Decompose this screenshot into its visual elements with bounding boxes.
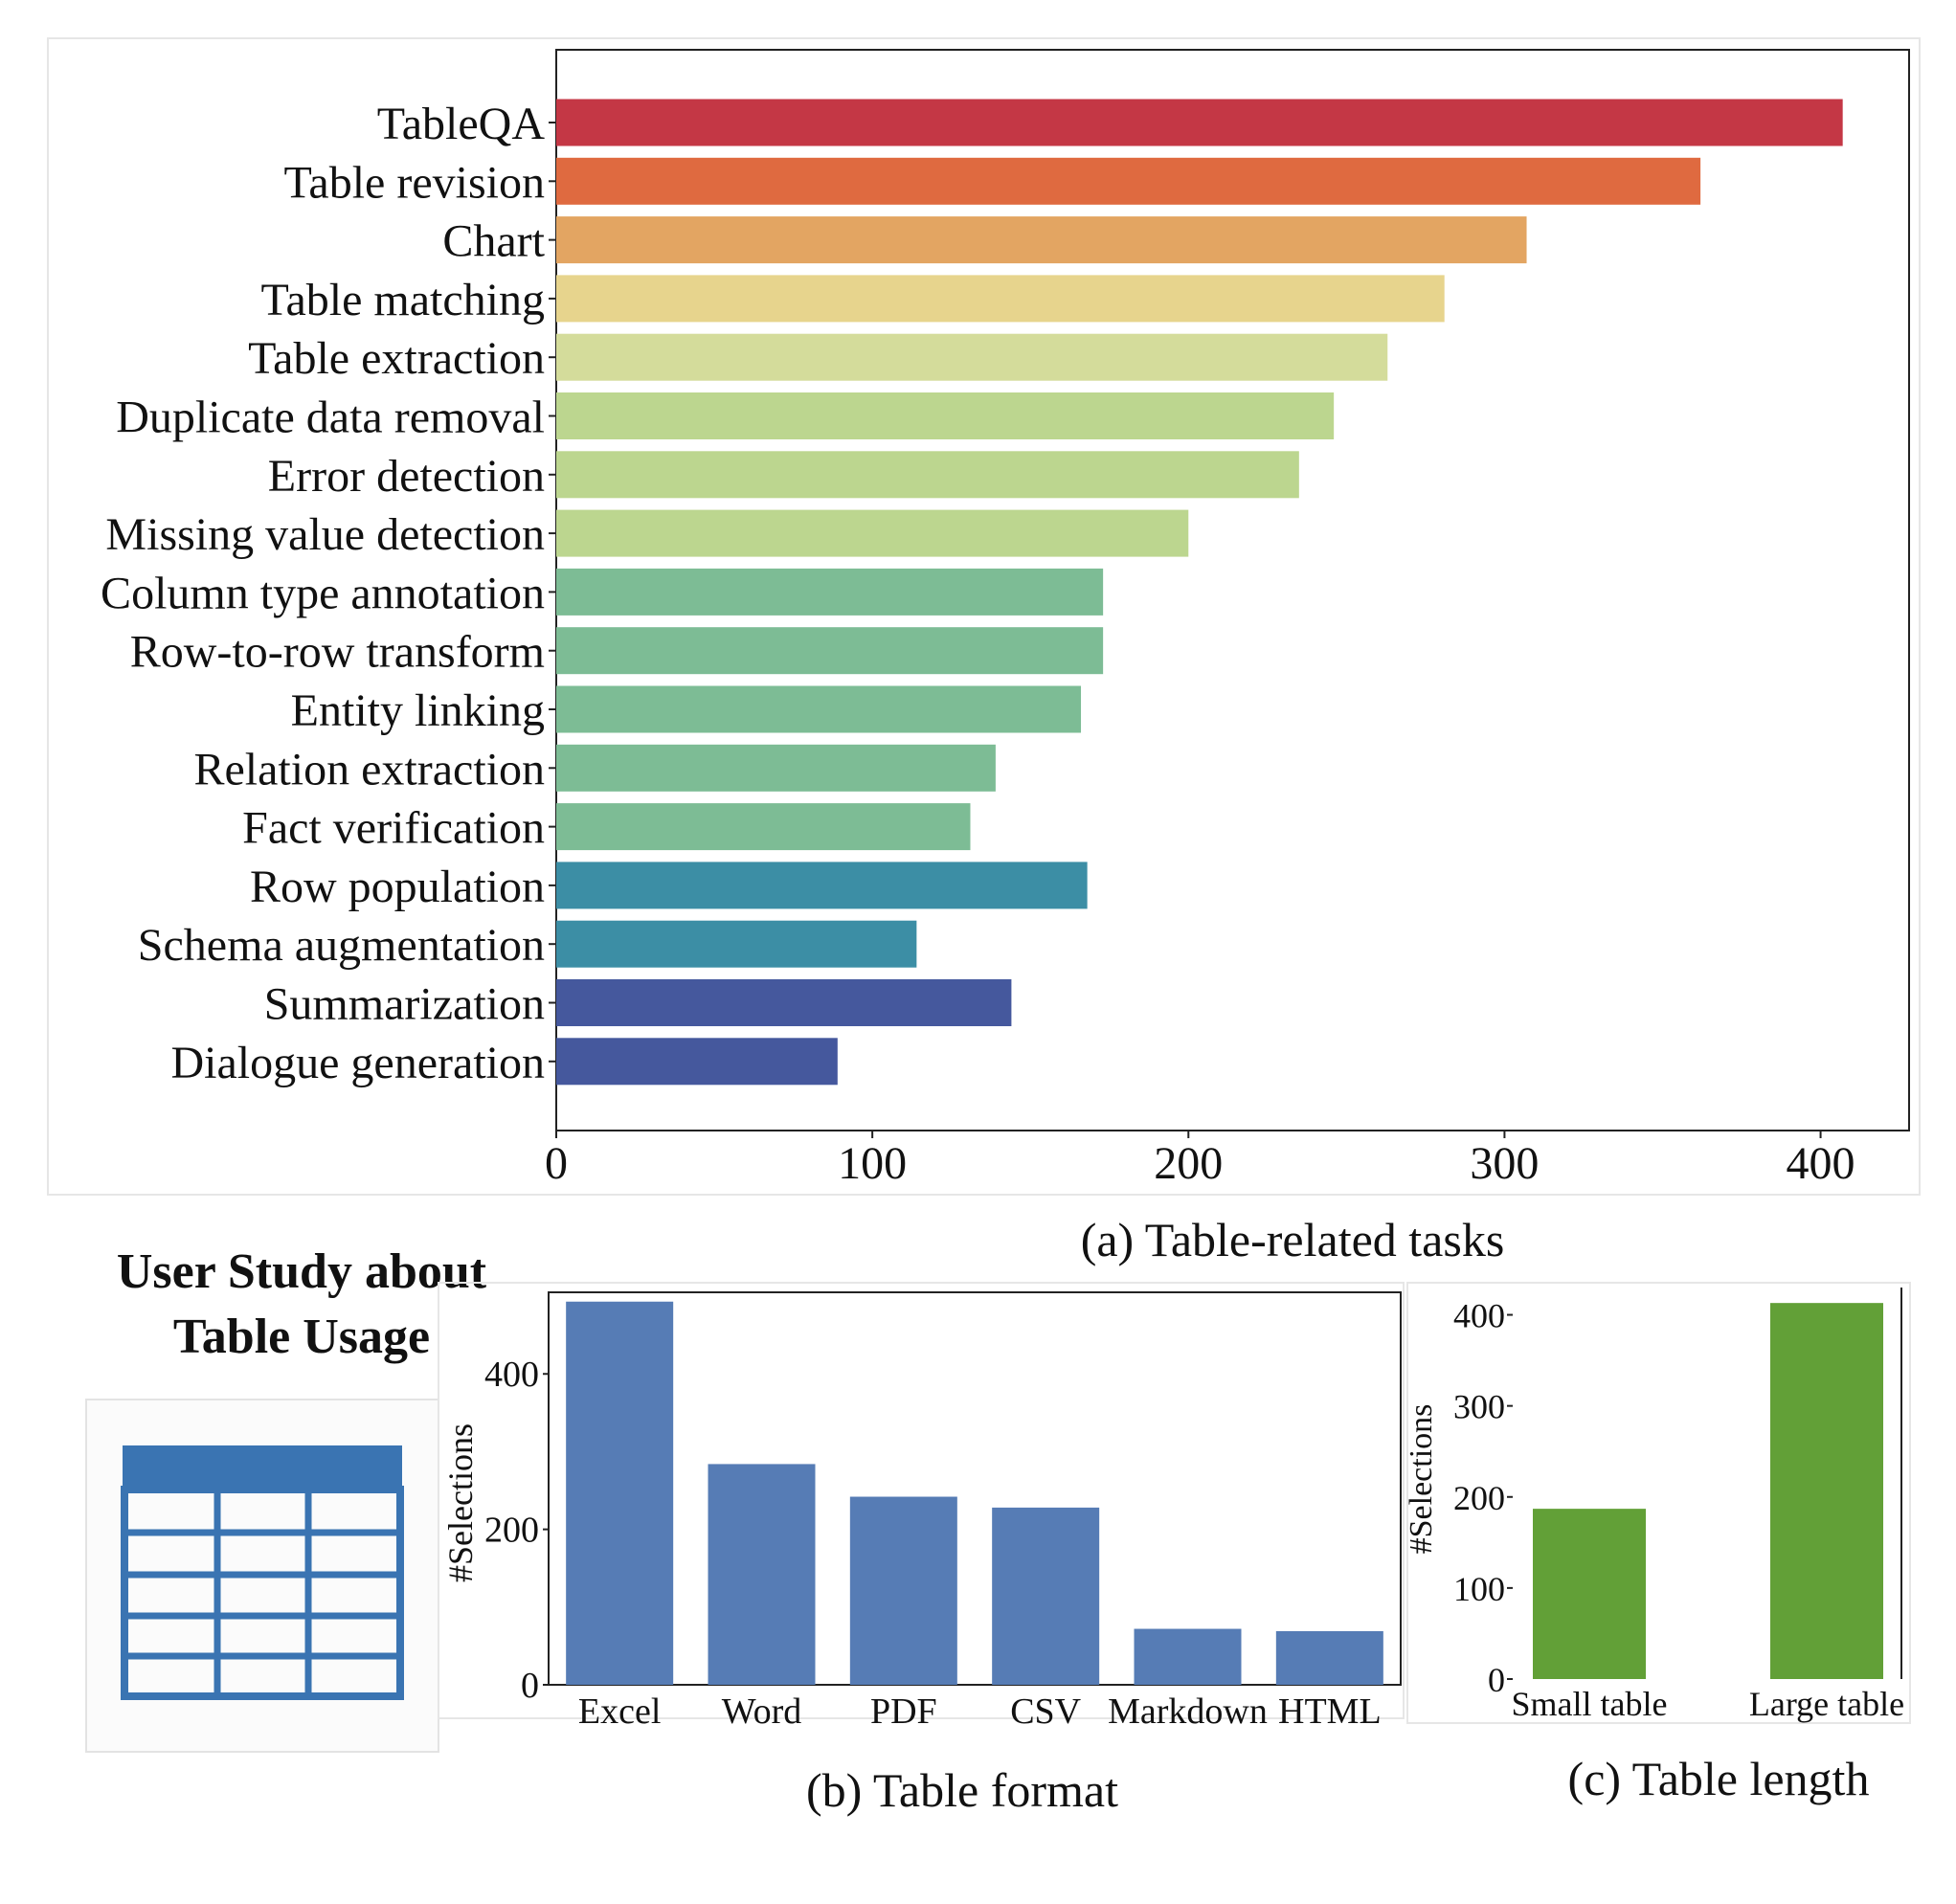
chart-a-category-label: Missing value detection bbox=[105, 509, 545, 560]
chart-c-category-label: Large table bbox=[1749, 1685, 1904, 1723]
chart-a-category-label: Row-to-row transform bbox=[130, 627, 545, 678]
chart-a-bar bbox=[556, 216, 1527, 264]
chart-b-table-format: Excel Word PDF CSV Markdown HTML 0 200 400#Selec… bbox=[438, 1282, 1405, 1732]
chart-b-category-label: Markdown bbox=[1108, 1691, 1268, 1732]
chart-a-bar bbox=[556, 451, 1299, 499]
chart-c-bar bbox=[1533, 1509, 1646, 1679]
chart-a-category-label: Table matching bbox=[260, 275, 545, 325]
chart-a-category-label: Chart bbox=[442, 216, 545, 267]
chart-a-category-label: Row population bbox=[250, 862, 545, 912]
chart-c-table-length: Small table Large table 0 100 200 300 400 #Sele… bbox=[1404, 1282, 1911, 1724]
chart-a-bar bbox=[556, 568, 1104, 616]
chart-a-category-label: Relation extraction bbox=[193, 744, 545, 795]
chart-a-table-related-tasks: TableQA Table revision Chart Table matching… bbox=[47, 37, 1921, 1196]
table-grid-icon bbox=[85, 1399, 439, 1753]
chart-b-category-label: Excel bbox=[578, 1691, 662, 1732]
chart-a-bar bbox=[556, 803, 971, 851]
chart-a-category-label: Schema augmentation bbox=[138, 920, 545, 971]
chart-a-category-label: Error detection bbox=[268, 451, 545, 502]
chart-a-bar bbox=[556, 392, 1335, 439]
chart-a-category-label: Dialogue generation bbox=[170, 1038, 545, 1088]
chart-a-category-label: Column type annotation bbox=[101, 568, 545, 618]
chart-c-caption: (c) Table length bbox=[1568, 1752, 1870, 1805]
chart-c-ytick-label: 100 bbox=[1453, 1570, 1505, 1608]
chart-a-xtick-label: 100 bbox=[838, 1138, 907, 1189]
chart-a-category-label: Entity linking bbox=[291, 685, 545, 736]
chart-c-ylabel: #Selections bbox=[1404, 1404, 1439, 1555]
chart-c-category-label: Small table bbox=[1512, 1685, 1668, 1723]
chart-a-bar bbox=[556, 920, 917, 968]
chart-c-ytick-label: 300 bbox=[1453, 1388, 1505, 1426]
chart-a-bar bbox=[556, 979, 1012, 1026]
chart-b-bar bbox=[566, 1301, 674, 1685]
chart-c-panel-frame bbox=[1406, 1282, 1911, 1724]
chart-a-category-label: Duplicate data removal bbox=[116, 392, 545, 443]
chart-a-bar bbox=[556, 744, 996, 792]
user-study-title-line2: Table Usage bbox=[173, 1310, 430, 1364]
chart-c-ytick-label: 200 bbox=[1453, 1479, 1505, 1517]
chart-b-category-label: CSV bbox=[1010, 1691, 1081, 1732]
chart-b-category-label: PDF bbox=[870, 1691, 937, 1732]
chart-a-category-label: Summarization bbox=[264, 979, 545, 1030]
chart-a-bar bbox=[556, 627, 1104, 675]
chart-a-bar bbox=[556, 862, 1088, 909]
chart-a-bar bbox=[556, 685, 1082, 733]
chart-b-bar bbox=[1275, 1630, 1383, 1685]
chart-b-ytick-label: 200 bbox=[484, 1511, 539, 1551]
chart-a-category-label: Table revision bbox=[283, 157, 545, 208]
user-study-title-line1: User Study about bbox=[117, 1244, 487, 1299]
chart-a-bar bbox=[556, 99, 1843, 146]
chart-b-bar bbox=[849, 1496, 957, 1685]
chart-b-bar bbox=[992, 1507, 1100, 1685]
chart-a-bar bbox=[556, 275, 1445, 323]
chart-a-bar bbox=[556, 333, 1388, 381]
chart-a-xtick-label: 300 bbox=[1470, 1138, 1539, 1189]
chart-a-category-label: Fact verification bbox=[242, 803, 545, 854]
chart-a-panel-frame bbox=[47, 37, 1921, 1196]
chart-b-category-label: HTML bbox=[1278, 1691, 1382, 1732]
chart-b-panel-frame bbox=[438, 1282, 1405, 1719]
chart-b-ytick-label: 0 bbox=[521, 1666, 539, 1706]
chart-a-xtick-label: 200 bbox=[1154, 1138, 1223, 1189]
chart-a-bar bbox=[556, 1038, 838, 1086]
chart-b-category-label: Word bbox=[722, 1691, 801, 1732]
chart-a-bar bbox=[556, 509, 1189, 557]
chart-c-bar bbox=[1770, 1303, 1883, 1679]
chart-b-ytick-label: 400 bbox=[484, 1355, 539, 1395]
user-study-panel: User Study about Table Usage bbox=[85, 1244, 487, 1753]
chart-a-category-label: Table extraction bbox=[248, 333, 545, 384]
chart-a-bar bbox=[556, 157, 1701, 205]
chart-b-ylabel: #Selections bbox=[441, 1423, 480, 1582]
chart-b-plot-frame bbox=[548, 1291, 1402, 1686]
chart-a-xtick-label: 400 bbox=[1787, 1138, 1855, 1189]
chart-b-bar bbox=[1134, 1628, 1242, 1685]
chart-b-caption: (b) Table format bbox=[806, 1763, 1118, 1817]
chart-a-xtick-label: 0 bbox=[545, 1138, 568, 1189]
chart-b-bar bbox=[708, 1464, 816, 1685]
chart-a-category-label: TableQA bbox=[377, 99, 546, 149]
chart-a-caption: (a) Table-related tasks bbox=[1081, 1213, 1505, 1266]
chart-c-ytick-label: 0 bbox=[1488, 1661, 1505, 1699]
chart-c-ytick-label: 400 bbox=[1453, 1297, 1505, 1335]
